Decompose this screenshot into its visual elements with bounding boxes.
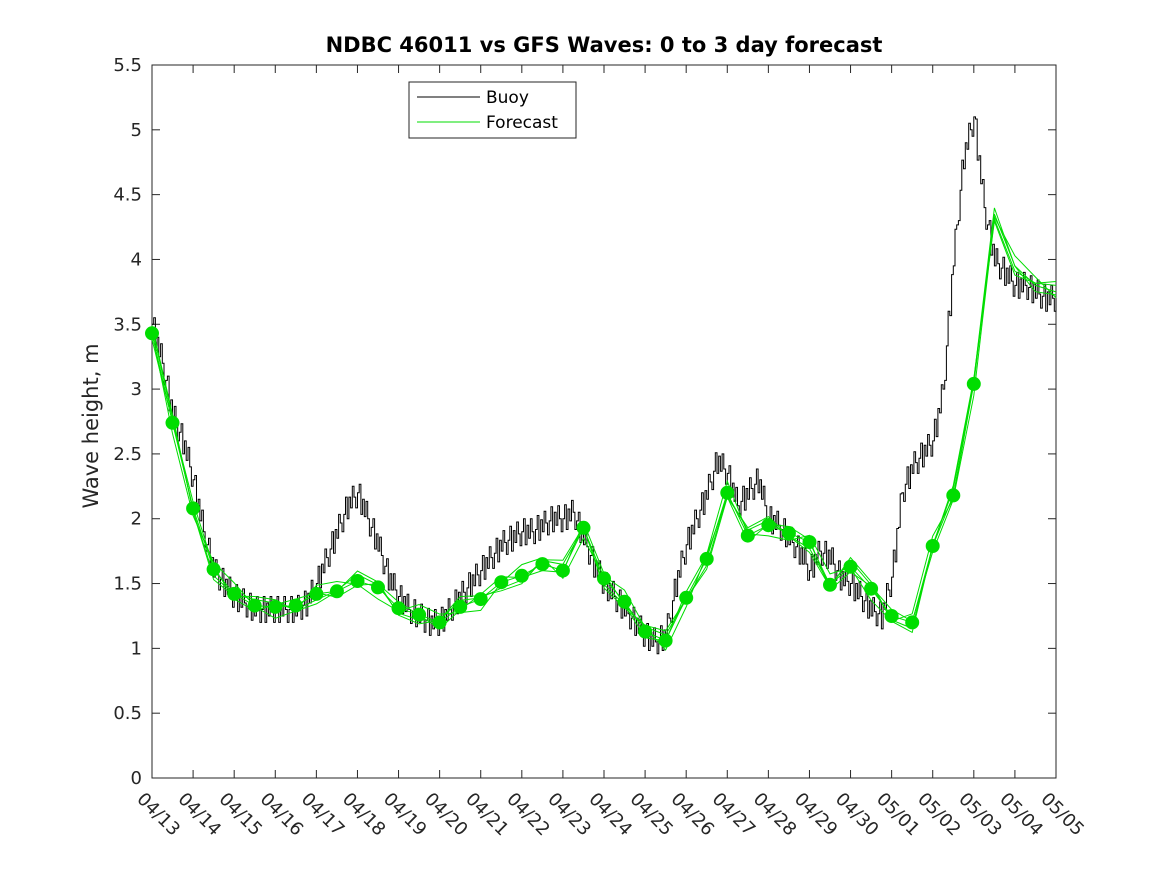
forecast-marker: [412, 607, 427, 622]
forecast-marker: [638, 624, 653, 639]
forecast-series-line: [151, 221, 1057, 634]
forecast-marker: [576, 520, 591, 535]
y-tick-label: 2: [131, 509, 142, 530]
legend-buoy-label: Buoy: [486, 88, 529, 108]
forecast-marker: [658, 633, 673, 648]
series-layer: [145, 116, 1057, 655]
forecast-marker: [453, 599, 468, 614]
forecast-marker: [555, 563, 570, 578]
forecast-marker: [309, 586, 324, 601]
plot-area: [151, 64, 1057, 779]
forecast-marker: [514, 568, 529, 583]
forecast-marker: [946, 488, 961, 503]
forecast-marker: [679, 590, 694, 605]
forecast-marker: [761, 518, 776, 533]
forecast-marker: [288, 598, 303, 613]
forecast-marker: [371, 580, 385, 595]
forecast-marker: [268, 599, 283, 614]
forecast-marker: [925, 539, 940, 553]
forecast-marker: [802, 535, 817, 550]
y-tick-label: 0.5: [113, 703, 142, 724]
forecast-marker: [884, 609, 899, 623]
y-tick-label: 5: [131, 120, 142, 141]
forecast-marker: [391, 601, 406, 616]
forecast-marker: [227, 586, 242, 601]
forecast-marker: [905, 615, 920, 630]
forecast-marker: [781, 526, 796, 540]
legend-box: [408, 81, 577, 139]
forecast-marker: [165, 415, 180, 430]
forecast-marker: [966, 376, 981, 391]
forecast-marker: [350, 574, 365, 588]
chart-title: NDBC 46011 vs GFS Waves: 0 to 3 day fore…: [326, 33, 883, 57]
forecast-marker: [699, 551, 714, 566]
y-tick-label: 1.5: [113, 574, 142, 595]
forecast-marker: [740, 528, 755, 543]
y-tick-label: 2.5: [113, 444, 142, 465]
forecast-marker: [597, 571, 611, 586]
forecast-marker: [247, 598, 262, 613]
forecast-marker: [494, 575, 509, 590]
y-tick-label: 4.5: [113, 185, 142, 206]
axes-box: [151, 64, 1057, 779]
forecast-marker: [617, 594, 632, 609]
forecast-marker: [206, 562, 221, 577]
y-tick-label: 0: [131, 768, 142, 789]
forecast-marker: [473, 592, 488, 607]
y-tick-label: 1: [131, 638, 142, 659]
y-tick-label: 5.5: [113, 55, 142, 76]
y-axis-label: Wave height, m: [79, 343, 103, 508]
forecast-marker: [864, 581, 879, 596]
y-tick-label: 3: [131, 379, 142, 400]
y-tick-label: 3.5: [113, 314, 142, 335]
forecast-marker: [186, 501, 201, 516]
forecast-marker: [535, 557, 550, 572]
forecast-marker: [823, 577, 837, 592]
y-tick-label: 4: [131, 249, 142, 270]
forecast-marker: [145, 326, 159, 341]
legend-forecast-label: Forecast: [486, 113, 558, 133]
forecast-marker: [329, 584, 344, 599]
legend: Buoy Forecast: [408, 81, 577, 139]
forecast-marker: [843, 559, 858, 574]
forecast-marker: [432, 615, 447, 630]
forecast-marker: [720, 485, 735, 500]
